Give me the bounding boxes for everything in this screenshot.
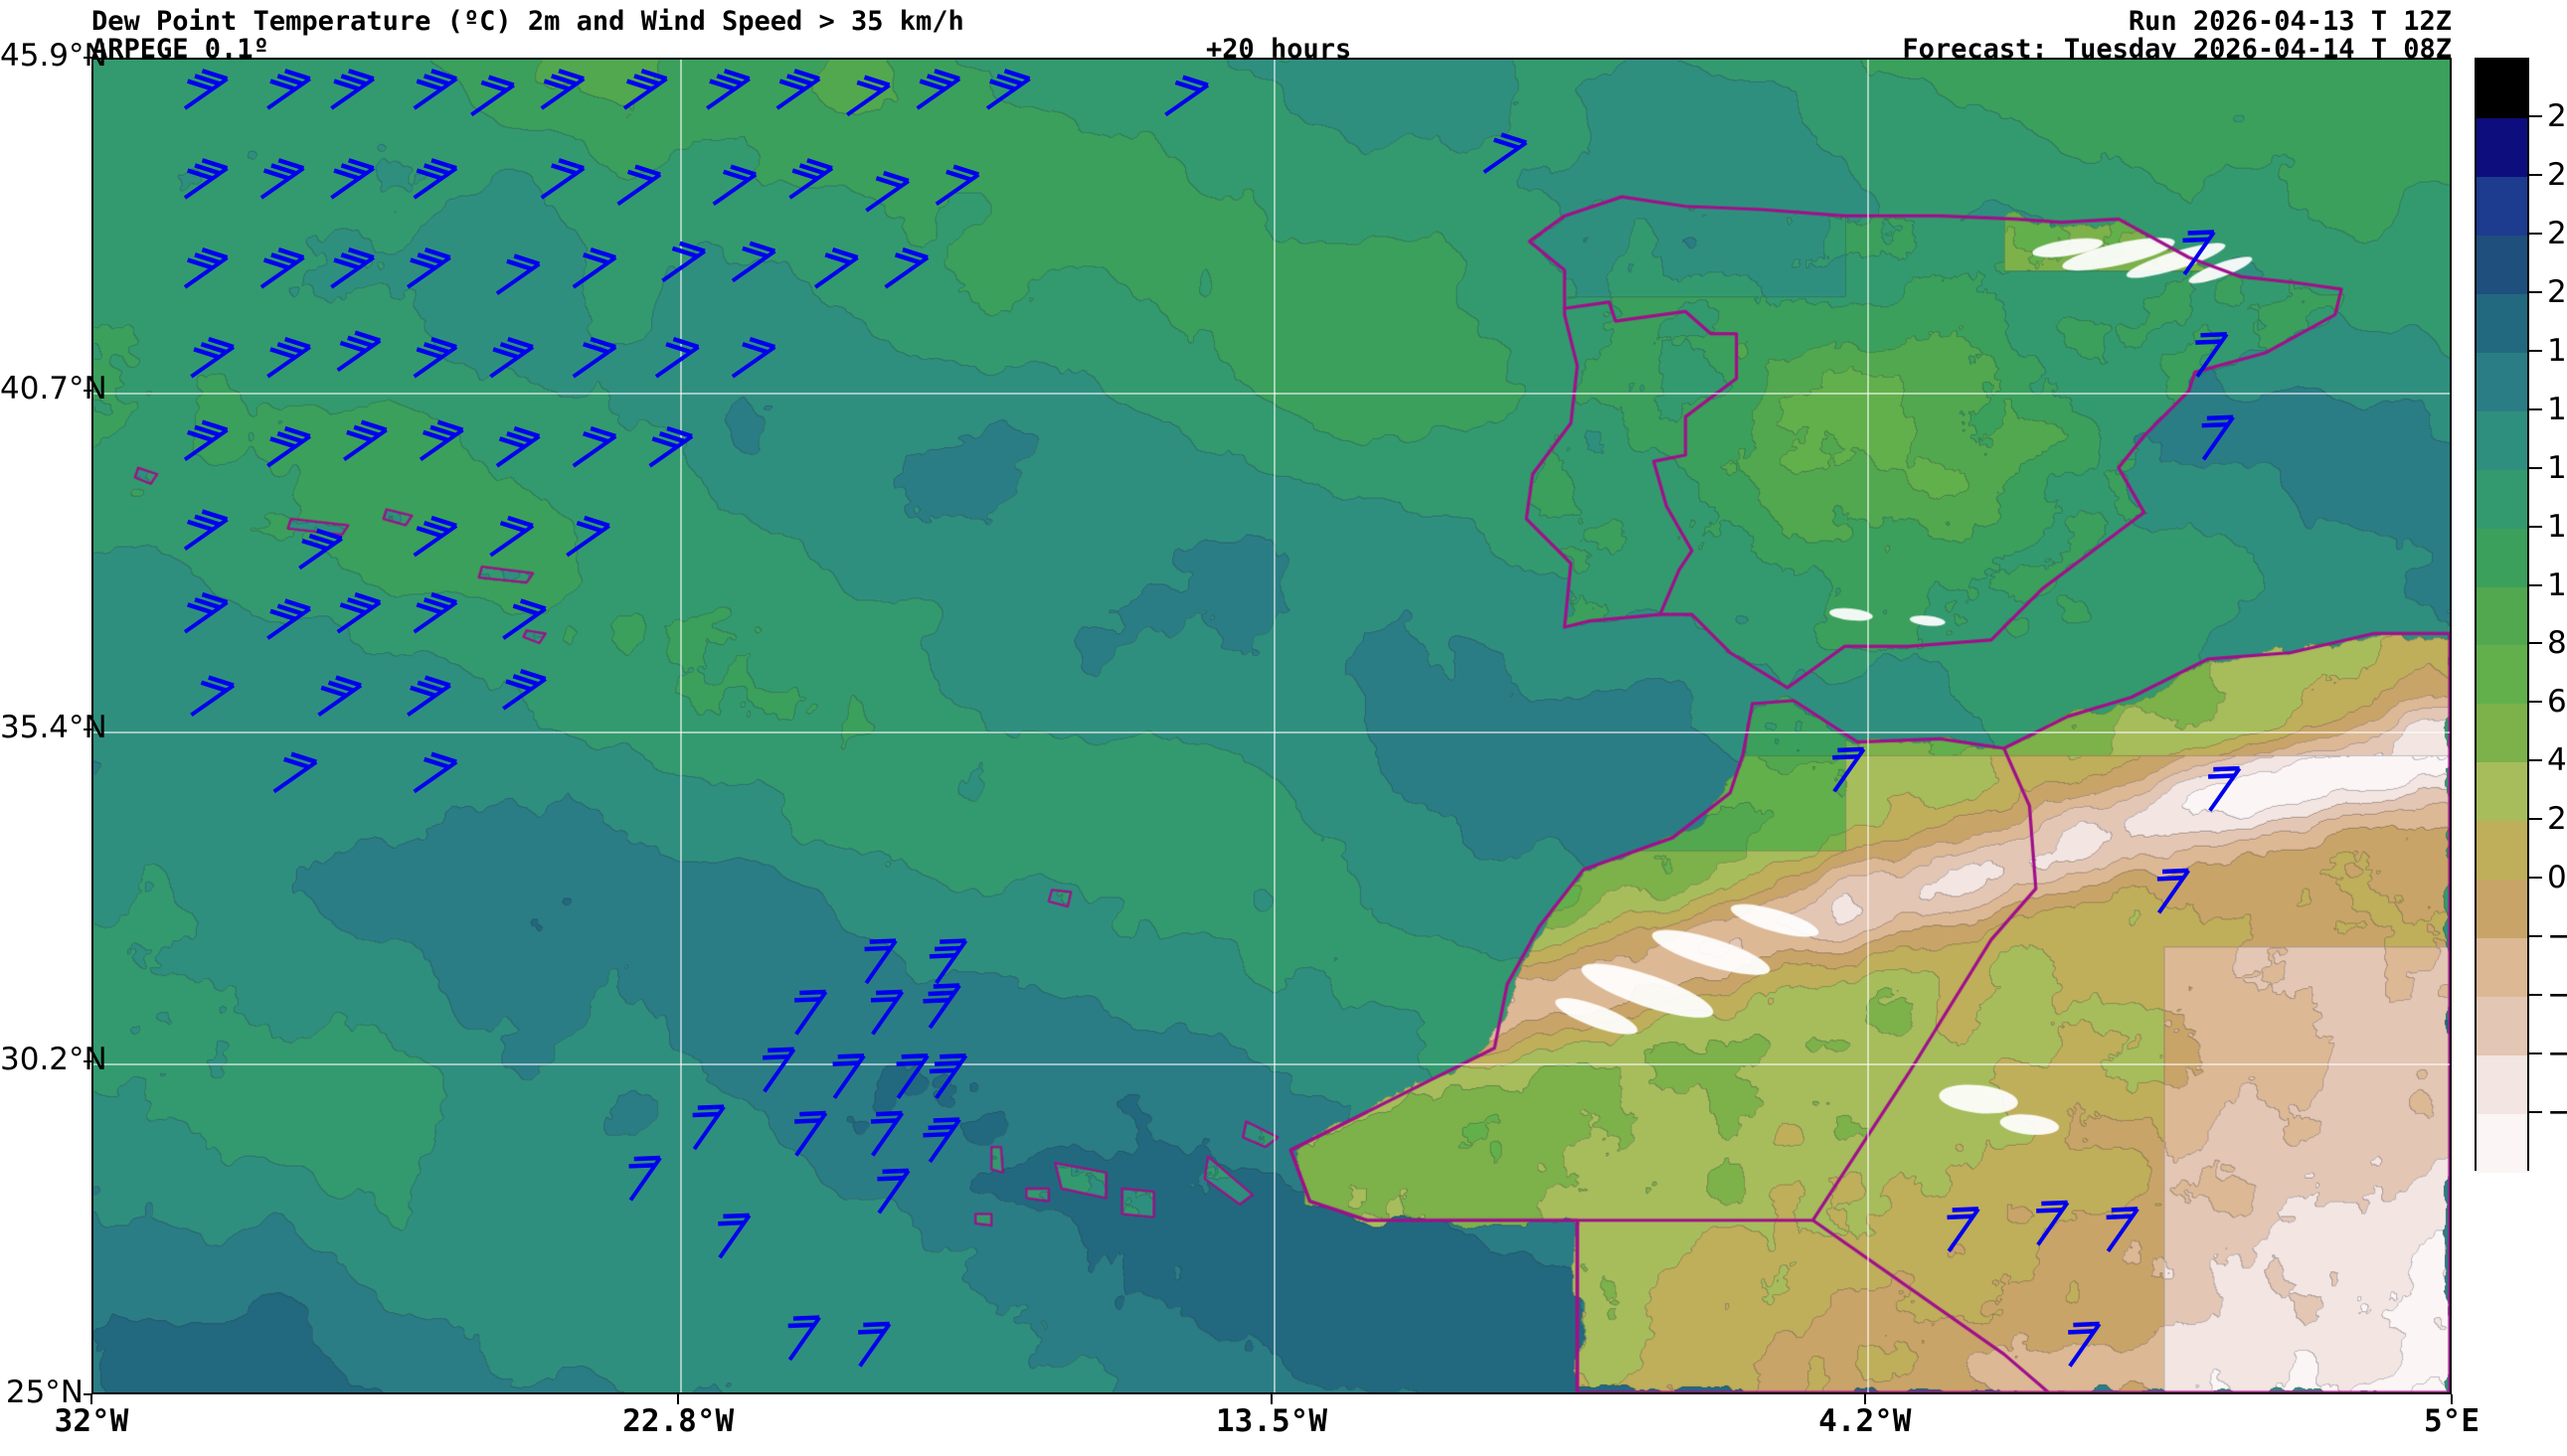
colorbar-segment xyxy=(2477,821,2527,881)
colorbar-segment xyxy=(2477,762,2527,822)
colorbar-tick-label: 2 xyxy=(2547,801,2567,838)
colorbar xyxy=(2475,58,2529,1173)
colorbar-tick-mark xyxy=(2529,935,2542,938)
latitude-tick-mark xyxy=(84,728,92,730)
colorbar-tick-mark xyxy=(2529,232,2542,235)
colorbar-tick-label: 0 xyxy=(2547,860,2567,896)
colorbar-tick-mark xyxy=(2529,759,2542,762)
colorbar-tick-label: 20 xyxy=(2547,273,2567,310)
colorbar-tick-label: 6 xyxy=(2547,684,2567,721)
colorbar-segment xyxy=(2477,117,2527,177)
colorbar-tick-mark xyxy=(2529,994,2542,997)
colorbar-tick-label: −6 xyxy=(2547,1036,2567,1072)
colorbar-tick-mark xyxy=(2529,1111,2542,1114)
colorbar-tick-label: 24 xyxy=(2547,156,2567,193)
colorbar-tick-mark xyxy=(2529,407,2542,410)
longitude-tick-label: 5°E xyxy=(2424,1403,2480,1439)
latitude-tick-label: 35.4°N xyxy=(0,709,107,745)
colorbar-tick-label: −8 xyxy=(2547,1094,2567,1131)
colorbar-segment xyxy=(2477,704,2527,763)
colorbar-tick-label: 4 xyxy=(2547,742,2567,779)
colorbar-tick-mark xyxy=(2529,701,2542,704)
colorbar-tick-label: 26 xyxy=(2547,97,2567,134)
colorbar-tick-mark xyxy=(2529,1052,2542,1055)
colorbar-segment xyxy=(2477,645,2527,705)
longitude-tick-mark xyxy=(1271,1394,1273,1404)
longitude-tick-label: 22.8°W xyxy=(622,1403,735,1439)
colorbar-segment xyxy=(2477,938,2527,998)
latitude-tick-label: 45.9°N xyxy=(0,38,107,74)
colorbar-tick-mark xyxy=(2529,877,2542,880)
colorbar-tick-label: 16 xyxy=(2547,391,2567,427)
colorbar-tick-mark xyxy=(2529,173,2542,176)
colorbar-tick-mark xyxy=(2529,525,2542,528)
map-plot-area[interactable] xyxy=(91,58,2452,1394)
colorbar-segment xyxy=(2477,469,2527,529)
colorbar-tick-mark xyxy=(2529,818,2542,821)
latitude-tick-label: 30.2°N xyxy=(0,1042,107,1078)
longitude-tick-label: 13.5°W xyxy=(1216,1403,1327,1439)
colorbar-tick-label: 14 xyxy=(2547,449,2567,486)
longitude-tick-label: 32°W xyxy=(54,1403,129,1439)
colorbar-tick-label: 12 xyxy=(2547,508,2567,545)
colorbar-tick-label: 22 xyxy=(2547,215,2567,251)
run-label: Run 2026-04-13 T 12Z xyxy=(2128,6,2452,37)
page-title: Dew Point Temperature (ºC) 2m and Wind S… xyxy=(91,6,964,37)
colorbar-tick-mark xyxy=(2529,466,2542,469)
colorbar-gradient xyxy=(2477,60,2527,1173)
colorbar-segment xyxy=(2477,997,2527,1056)
longitude-tick-mark xyxy=(2451,1394,2453,1404)
colorbar-segment xyxy=(2477,586,2527,646)
colorbar-tick-mark xyxy=(2529,290,2542,293)
colorbar-tick-mark xyxy=(2529,583,2542,586)
colorbar-segment xyxy=(2477,410,2527,470)
colorbar-segment xyxy=(2477,60,2527,118)
dewpoint-field-canvas xyxy=(93,60,2450,1392)
latitude-tick-mark xyxy=(84,1060,92,1063)
latitude-tick-label: 40.7°N xyxy=(0,370,107,406)
colorbar-tick-label: 18 xyxy=(2547,332,2567,369)
colorbar-segment xyxy=(2477,528,2527,587)
colorbar-segment xyxy=(2477,235,2527,294)
latitude-tick-mark xyxy=(84,1393,92,1395)
latitude-tick-mark xyxy=(84,389,92,392)
colorbar-segment xyxy=(2477,880,2527,939)
colorbar-tick-label: 8 xyxy=(2547,625,2567,662)
colorbar-tick-mark xyxy=(2529,642,2542,645)
colorbar-segment xyxy=(2477,1114,2527,1173)
longitude-tick-mark xyxy=(90,1394,92,1404)
latitude-tick-mark xyxy=(84,57,92,59)
latitude-tick-label: 25°N xyxy=(5,1375,84,1410)
colorbar-segment xyxy=(2477,352,2527,411)
colorbar-segment xyxy=(2477,1055,2527,1115)
colorbar-tick-label: −2 xyxy=(2547,918,2567,955)
longitude-tick-mark xyxy=(677,1394,680,1404)
colorbar-tick-mark xyxy=(2529,349,2542,352)
colorbar-segment xyxy=(2477,176,2527,236)
longitude-tick-label: 4.2°W xyxy=(1818,1403,1912,1439)
colorbar-segment xyxy=(2477,293,2527,353)
longitude-tick-mark xyxy=(1863,1394,1866,1404)
colorbar-tick-label: −4 xyxy=(2547,977,2567,1014)
colorbar-tick-label: 10 xyxy=(2547,566,2567,603)
colorbar-tick-mark xyxy=(2529,114,2542,117)
